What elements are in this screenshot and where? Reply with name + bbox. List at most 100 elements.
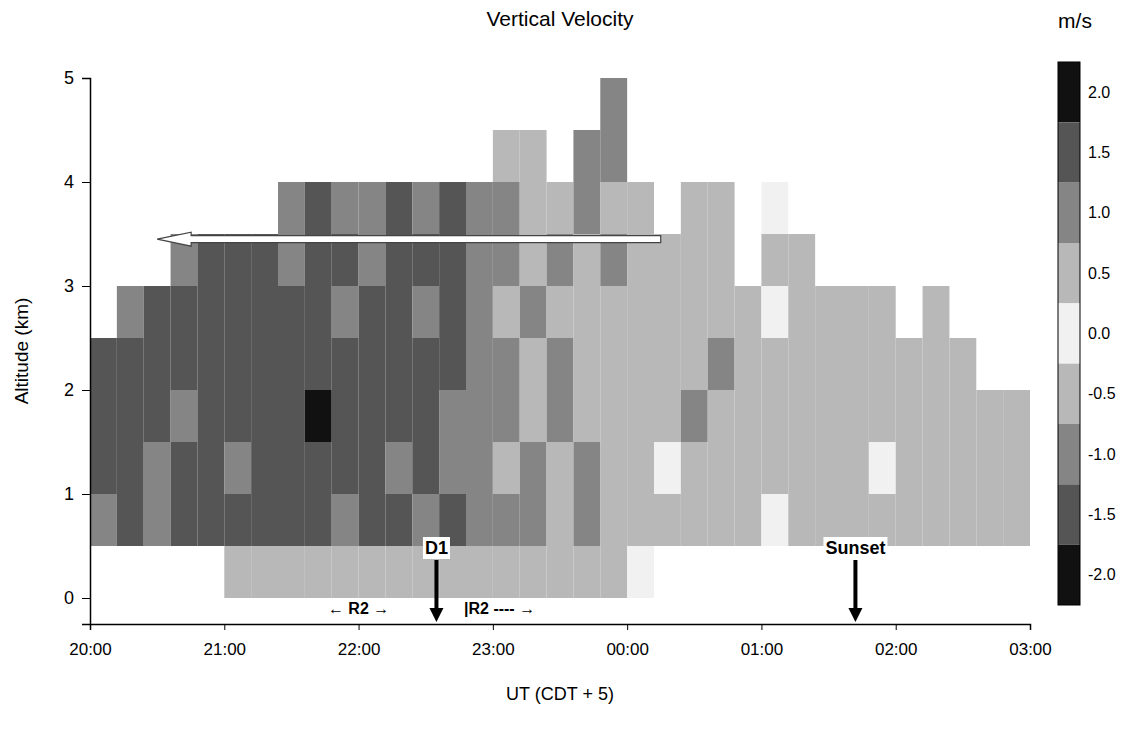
cell	[439, 442, 466, 494]
y-tick-mark	[82, 286, 90, 287]
cell	[144, 442, 171, 494]
cell	[923, 494, 950, 546]
cell	[761, 234, 788, 286]
cell	[735, 338, 762, 390]
cell	[520, 130, 547, 182]
cell	[923, 286, 950, 338]
cell	[224, 390, 251, 442]
cell	[251, 494, 278, 546]
cell	[385, 546, 412, 598]
cell	[385, 390, 412, 442]
annotation-arrow-shaft	[853, 560, 857, 610]
cell	[654, 494, 681, 546]
cell	[842, 442, 869, 494]
cell	[1003, 442, 1030, 494]
cell	[923, 442, 950, 494]
cell	[869, 338, 896, 390]
x-tick-label: 00:00	[606, 640, 649, 659]
cell	[815, 286, 842, 338]
cell	[708, 442, 735, 494]
cell	[493, 546, 520, 598]
cell	[600, 182, 627, 234]
cell	[681, 286, 708, 338]
cell	[171, 494, 198, 546]
cell	[332, 182, 359, 234]
annotations: D1← R2 →|R2 ---- →Sunset	[157, 232, 887, 622]
cell	[896, 390, 923, 442]
y-tick-label: 4	[64, 172, 74, 192]
x-tick: 03:00	[1009, 624, 1052, 659]
cell	[144, 338, 171, 390]
cell	[627, 338, 654, 390]
colorbar-tick-label: 0.0	[1088, 325, 1110, 342]
cell	[385, 338, 412, 390]
cell	[600, 338, 627, 390]
cell	[305, 390, 332, 442]
cell	[359, 442, 386, 494]
x-tick-label: 03:00	[1009, 640, 1052, 659]
annotation-background	[423, 537, 450, 559]
annotation-label: Sunset	[825, 538, 885, 558]
cell	[573, 546, 600, 598]
x-axis-line	[91, 625, 1031, 631]
cell	[708, 494, 735, 546]
cell	[547, 182, 574, 234]
cell	[197, 442, 224, 494]
y-tick-mark	[82, 494, 90, 495]
cell	[788, 494, 815, 546]
cell	[600, 130, 627, 182]
annotation: ← R2 →	[326, 599, 391, 618]
colorbar: 2.01.51.00.50.0-0.5-1.0-1.5-2.0m/s	[1058, 9, 1116, 605]
cell	[896, 338, 923, 390]
cell	[976, 494, 1003, 546]
colorbar-tick-label: 1.5	[1088, 144, 1110, 161]
cell	[547, 390, 574, 442]
annotation-background	[326, 599, 391, 618]
y-tick: 0	[64, 588, 90, 608]
x-tick-mark	[627, 624, 628, 630]
cell	[493, 182, 520, 234]
annotation-label: D1	[425, 538, 448, 558]
cell	[520, 390, 547, 442]
cell	[869, 442, 896, 494]
cell	[466, 390, 493, 442]
x-tick-label: 02:00	[875, 640, 918, 659]
cell	[359, 182, 386, 234]
cell	[117, 494, 144, 546]
annotation-arrow-shaft	[434, 560, 438, 610]
cell	[224, 494, 251, 546]
colorbar-band	[1058, 424, 1080, 484]
x-tick-label: 22:00	[338, 640, 381, 659]
y-tick-label: 0	[64, 588, 74, 608]
cell	[251, 546, 278, 598]
colorbar-band	[1058, 545, 1080, 605]
cell	[896, 442, 923, 494]
cell	[197, 494, 224, 546]
cell	[627, 286, 654, 338]
cell	[171, 390, 198, 442]
cell	[278, 442, 305, 494]
cell	[547, 546, 574, 598]
cell	[385, 442, 412, 494]
cell	[90, 338, 117, 390]
y-axis-line	[82, 79, 91, 625]
x-tick: 01:00	[741, 624, 784, 659]
y-tick: 1	[64, 484, 90, 504]
cell	[385, 286, 412, 338]
cell	[708, 234, 735, 286]
cell	[681, 182, 708, 234]
title: Vertical Velocity	[486, 7, 634, 30]
cell	[1003, 494, 1030, 546]
cell	[412, 338, 439, 390]
cell	[600, 494, 627, 546]
cell	[305, 338, 332, 390]
cell	[761, 338, 788, 390]
colorbar-band	[1058, 303, 1080, 363]
cell	[976, 390, 1003, 442]
cell	[681, 494, 708, 546]
y-tick-label: 2	[64, 380, 74, 400]
x-tick: 20:00	[69, 624, 112, 659]
cell	[600, 286, 627, 338]
cell	[761, 390, 788, 442]
y-tick: 5	[64, 68, 90, 88]
